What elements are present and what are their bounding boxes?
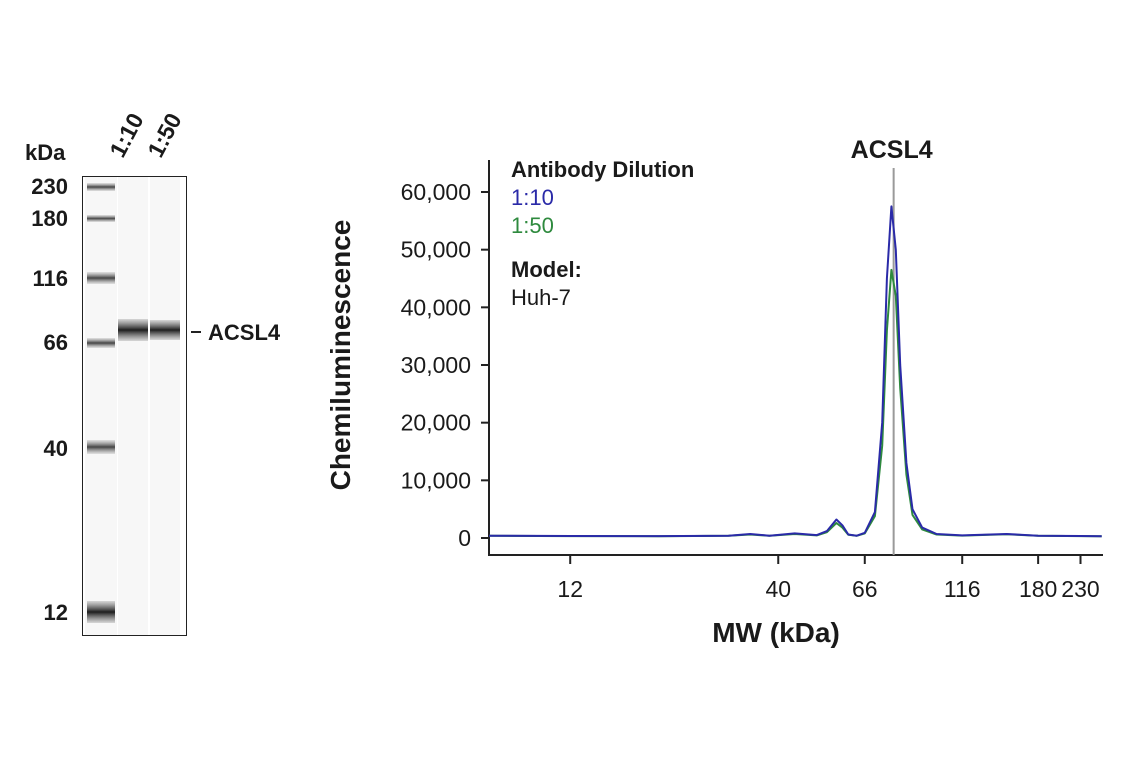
y-tick-label-5: 50,000: [401, 237, 471, 263]
y-tick-label-6: 60,000: [401, 179, 471, 205]
x-tick-label-5: 230: [1061, 576, 1099, 602]
gel-marker-230: 230: [31, 174, 68, 199]
ladder-band-230: [87, 183, 115, 191]
gel-sample-lane-1: [118, 177, 148, 635]
series-line-2: [488, 268, 1102, 538]
x-tick-label-3: 116: [944, 576, 981, 602]
legend-series-1: 1:10: [511, 185, 554, 210]
gel-marker-40: 40: [43, 436, 68, 461]
gel-marker-66: 66: [43, 330, 68, 355]
sample-band-lane-2: [150, 320, 180, 340]
ladder-bands: [87, 183, 115, 623]
gel-marker-12: 12: [43, 600, 68, 625]
ladder-band-66: [87, 338, 115, 348]
ladder-band-40: [87, 440, 115, 454]
ladder-band-180: [87, 215, 115, 222]
y-tick-label-4: 40,000: [401, 294, 471, 320]
series-line-1: [488, 205, 1102, 538]
ladder-band-116: [87, 272, 115, 284]
x-tick-label-0: 12: [557, 576, 583, 602]
x-axis-label: MW (kDa): [712, 617, 840, 648]
gel-unit-label: kDa: [25, 140, 66, 165]
band-indicator-tick: [191, 331, 201, 333]
y-tick-label-3: 30,000: [401, 352, 471, 378]
y-tick-label-1: 10,000: [401, 467, 471, 493]
legend-title: Antibody Dilution: [511, 157, 695, 182]
gel-marker-116: 116: [32, 266, 69, 291]
y-axis-label: Chemiluminescence: [325, 220, 356, 491]
legend-model-label: Model:: [511, 257, 582, 282]
x-tick-label-1: 40: [765, 576, 791, 602]
gel-marker-180: 180: [31, 206, 68, 231]
ladder-band-12: [87, 601, 115, 623]
gel-ladder-lane: [85, 177, 117, 635]
legend-series-2: 1:50: [511, 213, 554, 238]
gel-sample-lane-2: [150, 177, 180, 635]
legend-model-value: Huh-7: [511, 285, 571, 310]
x-tick-label-2: 66: [852, 576, 878, 602]
y-tick-label-2: 20,000: [401, 410, 471, 436]
marker-line-label: ACSL4: [851, 136, 933, 164]
sample-band-lane-1: [118, 319, 148, 341]
gel-image: [82, 176, 187, 636]
band-label: ACSL4: [208, 320, 281, 345]
x-tick-label-4: 180: [1019, 576, 1057, 602]
y-tick-label-0: 0: [458, 525, 471, 551]
